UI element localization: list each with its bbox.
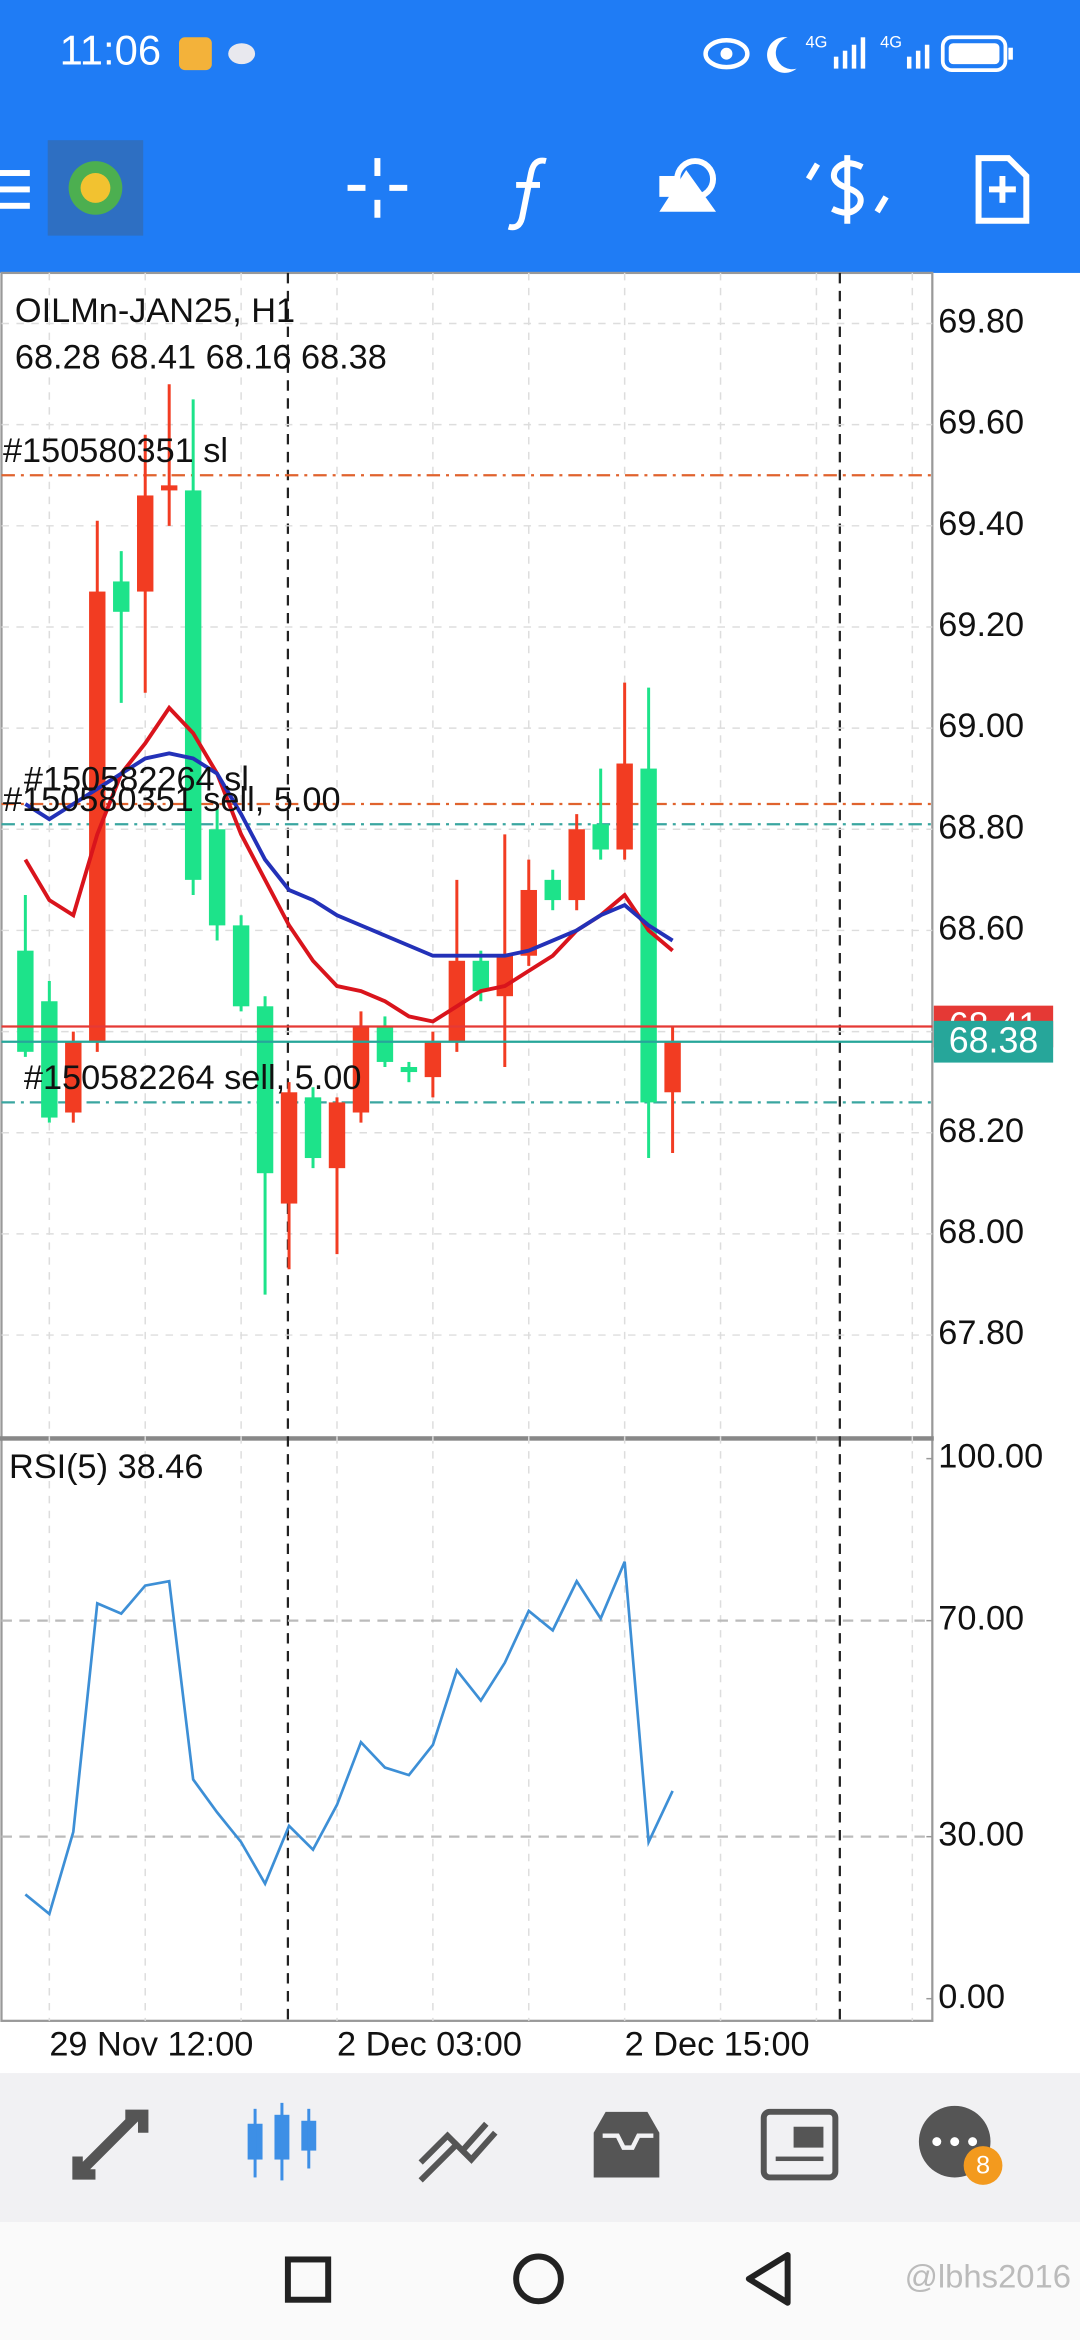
notification-icon (228, 43, 256, 65)
home-button[interactable] (513, 2253, 564, 2305)
panel-separator (0, 1436, 934, 1441)
x-tick-label: 2 Dec 03:00 (337, 2025, 522, 2063)
price-tag-label: 68.38 (949, 1021, 1039, 1061)
y-tick-label: 30.00 (938, 1816, 1024, 1854)
new-order-button[interactable] (975, 155, 1030, 224)
y-tick-label: 100.00 (938, 1438, 1043, 1476)
y-tick-label: 68.20 (938, 1112, 1024, 1150)
y-tick-label: 69.40 (938, 505, 1024, 543)
candle-body (17, 950, 34, 1052)
candle-body (400, 1066, 418, 1073)
signal-icon (906, 44, 930, 69)
back-button[interactable] (745, 2252, 791, 2306)
candle-body (472, 960, 490, 992)
candle-body (328, 1102, 346, 1169)
y-tick-label: 69.20 (938, 606, 1024, 644)
y-tick-label: 68.80 (938, 808, 1024, 846)
y-tick-label: 69.00 (938, 707, 1024, 745)
x-tick-label: 29 Nov 12:00 (49, 2025, 253, 2063)
trade-tab[interactable] (418, 2121, 498, 2183)
order-label: #150582264 sl (24, 761, 249, 799)
watermark: @lbhs2016 (905, 2258, 1071, 2295)
candle-body (232, 925, 250, 1007)
signal-label: 4G (880, 34, 902, 52)
objects-button[interactable] (659, 158, 717, 212)
app-header (0, 0, 1080, 273)
trade-button[interactable] (805, 155, 889, 224)
candle-body (137, 495, 154, 592)
chat-tab[interactable] (918, 2105, 1003, 2185)
candle-body (664, 1041, 681, 1093)
candle-body (544, 879, 561, 901)
candle-body (520, 889, 537, 956)
chat-badge: 8 (976, 2152, 990, 2180)
candle-body (65, 1041, 82, 1113)
bottom-nav (0, 2073, 1080, 2223)
chart-tab[interactable] (247, 2102, 317, 2181)
candle-body (592, 824, 609, 850)
candle-body (160, 485, 178, 491)
y-tick-label: 70.00 (938, 1600, 1024, 1638)
rsi-title: RSI(5) 38.46 (9, 1448, 203, 1486)
y-tick-label: 69.80 (938, 303, 1024, 341)
history-tab[interactable] (593, 2111, 660, 2178)
candle-body (256, 1006, 274, 1174)
price-chart: 69.8069.6069.4069.2069.0068.8068.6068.40… (1, 303, 1054, 1352)
status-time: 11:06 (60, 27, 161, 74)
recents-button[interactable] (284, 2256, 332, 2303)
candle-body (184, 490, 202, 880)
signal-icon (833, 37, 866, 69)
ohlc-label: 68.28 68.41 68.16 68.38 (15, 338, 387, 376)
candle-body (496, 955, 513, 997)
signal-label: 4G (806, 34, 828, 52)
crosshair-button[interactable] (347, 158, 408, 218)
candle-body (616, 763, 633, 850)
y-tick-label: 0.00 (938, 1978, 1005, 2016)
notification-icon (179, 37, 212, 71)
price-tag (933, 1020, 1054, 1063)
rsi-chart: 100.00 70.00 30.00 0.00 (1, 1438, 1043, 2016)
battery-icon (940, 35, 1013, 72)
menu-button[interactable] (0, 170, 30, 209)
candle-body (41, 1001, 58, 1118)
candle-body (640, 768, 657, 1103)
order-label: #150580351 sell, 5.00 (3, 781, 341, 819)
news-tab[interactable] (760, 2108, 839, 2181)
candle-body (352, 1026, 370, 1113)
y-tick-label: 68.60 (938, 910, 1024, 948)
chart-title: OILMn-JAN25, H1 (15, 292, 295, 330)
candle-body (208, 829, 226, 926)
indicators-button[interactable] (507, 157, 547, 231)
y-tick-label: 67.80 (938, 1314, 1024, 1352)
candle-body (424, 1041, 442, 1078)
moon-icon (767, 37, 797, 73)
order-label: #150580351 sl (3, 432, 228, 470)
candle-body (113, 581, 130, 612)
candle-body (304, 1097, 322, 1159)
y-tick-label: 68.00 (938, 1213, 1024, 1251)
candle-body (568, 829, 585, 901)
candle-body (280, 1092, 298, 1204)
y-tick-label: 69.60 (938, 404, 1024, 442)
candle-body (376, 1026, 394, 1062)
chart-frame (0, 271, 934, 2022)
moving-average (23, 704, 674, 1024)
order-label: #150582264 sell, 5.00 (24, 1059, 362, 1097)
eye-icon (703, 38, 750, 70)
candle-body (89, 591, 106, 1042)
moving-average (24, 751, 674, 958)
rsi-line (24, 1561, 674, 1917)
candle-body (448, 960, 466, 1042)
x-tick-label: 2 Dec 15:00 (625, 2025, 810, 2063)
app-logo[interactable] (47, 140, 144, 236)
quotes-tab[interactable] (72, 2109, 149, 2180)
system-nav (0, 2222, 1080, 2340)
